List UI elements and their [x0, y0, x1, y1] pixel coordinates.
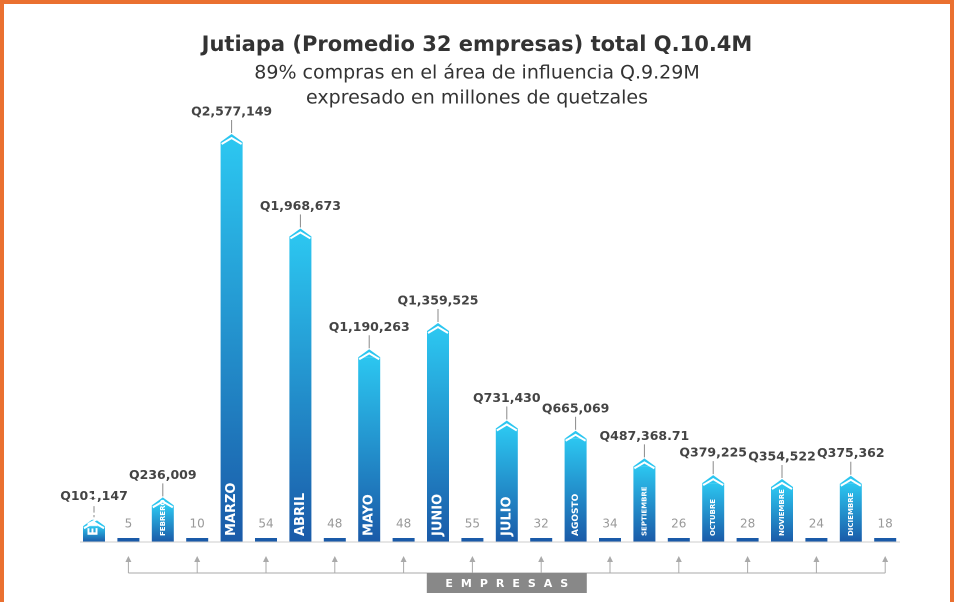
count-bar [255, 538, 277, 542]
chart-title: Jutiapa (Promedio 32 empresas) total Q.1… [200, 32, 753, 56]
arrow-head [125, 556, 131, 562]
arrow-head [469, 556, 475, 562]
count-label: 24 [809, 517, 824, 531]
month-label: JUNIO [431, 494, 446, 537]
month-label: OCTUBRE [709, 499, 717, 536]
value-label: Q1,968,673 [260, 198, 341, 213]
count-bar [324, 538, 346, 542]
count-label: 55 [465, 517, 480, 531]
subtitle: expresado en millones de quetzales [306, 87, 648, 109]
count-label: 34 [602, 517, 617, 531]
arrow-head [401, 556, 407, 562]
count-bar [530, 538, 552, 542]
count-label: 48 [327, 517, 342, 531]
count-label: 5 [125, 517, 133, 531]
count-label: 10 [190, 517, 205, 531]
month-label: DICIEMBRE [847, 492, 855, 536]
count-label: 54 [258, 517, 273, 531]
arrow-head [882, 556, 888, 562]
count-label: 48 [396, 517, 411, 531]
count-bar [117, 538, 139, 542]
plot: Q101,147ENEROQ236,009FEBREROQ2,577,149MA… [60, 104, 900, 594]
month-label: NOVIEMBRE [778, 489, 786, 536]
count-bar [186, 538, 208, 542]
arrow-head [263, 556, 269, 562]
value-label: Q2,577,149 [191, 104, 272, 119]
count-bar [461, 538, 483, 542]
arrow-head [332, 556, 338, 562]
count-label: 18 [878, 517, 893, 531]
count-bar [668, 538, 690, 542]
count-bar [874, 538, 896, 542]
count-label: 26 [671, 517, 686, 531]
count-bar [737, 538, 759, 542]
value-label: Q1,190,263 [329, 319, 410, 334]
arrow-head [676, 556, 682, 562]
subtitle: 89% compras en el área de influencia Q.9… [254, 62, 699, 84]
bar [221, 142, 243, 542]
arrow-head [813, 556, 819, 562]
value-label: Q487,368.71 [600, 428, 690, 443]
month-label: SEPTIEMBRE [640, 486, 648, 536]
arrow-head [745, 556, 751, 562]
month-label: AGOSTO [571, 493, 581, 536]
month-label: ABRIL [293, 493, 308, 536]
legend-label: EMPRESAS [445, 577, 576, 590]
arrow-head [538, 556, 544, 562]
value-label: Q665,069 [542, 400, 610, 415]
value-label: Q379,225 [679, 445, 747, 460]
month-label: ENERO [87, 486, 102, 536]
arrow-head [607, 556, 613, 562]
chart: Jutiapa (Promedio 32 empresas) total Q.1… [0, 0, 954, 602]
month-label: MAYO [362, 494, 377, 536]
month-label: FEBRERO [159, 500, 167, 536]
month-label: MARZO [224, 483, 239, 537]
value-label: Q375,362 [817, 445, 885, 460]
arrow-head [194, 556, 200, 562]
value-label: Q1,359,525 [397, 292, 478, 307]
count-bar [393, 538, 415, 542]
count-label: 32 [534, 517, 549, 531]
month-label: JULIO [499, 496, 514, 537]
count-bar [599, 538, 621, 542]
value-label: Q354,522 [748, 448, 816, 463]
value-label: Q236,009 [129, 467, 197, 482]
count-bar [805, 538, 827, 542]
count-label: 28 [740, 517, 755, 531]
value-label: Q731,430 [473, 390, 541, 405]
